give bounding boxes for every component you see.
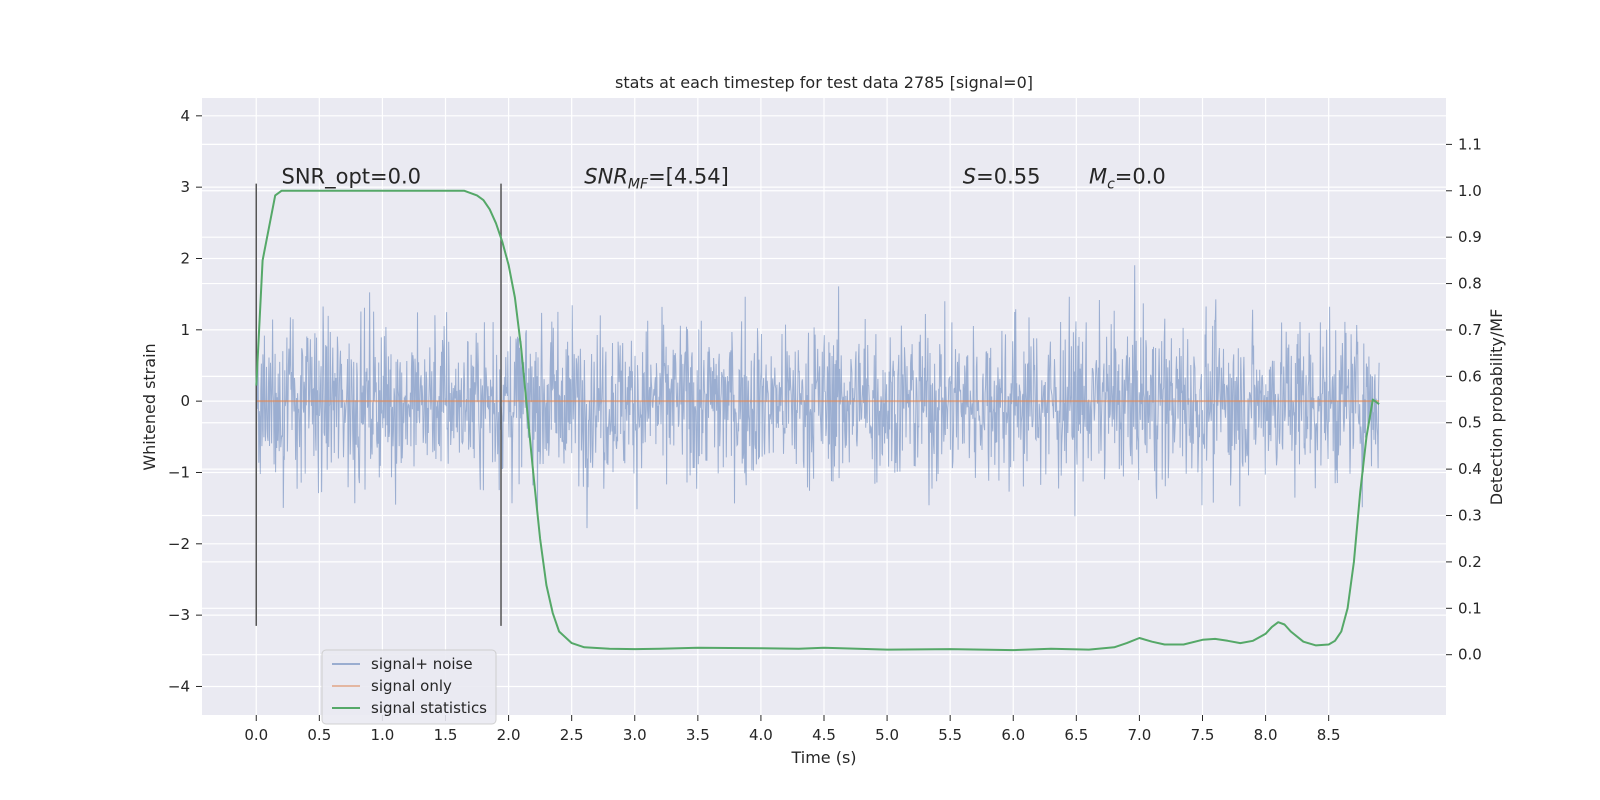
y-right-tick-label: 0.4: [1458, 460, 1482, 478]
y-right-tick-label: 0.9: [1458, 228, 1482, 246]
x-tick-label: 0.5: [307, 726, 331, 744]
x-tick-label: 4.5: [812, 726, 836, 744]
y-tick-label: −2: [168, 535, 190, 553]
legend: signal+ noise signal only signal statist…: [321, 649, 497, 725]
x-tick-label: 3.5: [686, 726, 710, 744]
x-tick-label: 0.0: [244, 726, 268, 744]
x-axis-ticks: 0.0 0.5 1.0 1.5 2.0 2.5 3.0 3.5 4.0 4.5 5.0 5.5 6.0 6…: [244, 715, 1341, 744]
y-right-axis-ticks: 1.1 1.0 0.9 0.8 0.7 0.6 0.5 0.4 0.3 0.2 0.1 0.0: [1446, 135, 1482, 664]
x-axis-label: Time (s): [790, 748, 856, 767]
legend-label-signal-only: signal only: [371, 677, 452, 695]
signal-noise-line: [255, 265, 1380, 529]
annotation-snr-mf: SNRMF=[4.54]: [584, 165, 729, 193]
y-right-tick-label: 1.1: [1458, 135, 1482, 153]
y-tick-label: 4: [180, 107, 190, 125]
x-tick-label: 5.5: [938, 726, 962, 744]
y-right-tick-label: 0.2: [1458, 553, 1482, 571]
x-tick-label: 7.5: [1191, 726, 1215, 744]
vertical-markers: [255, 183, 502, 626]
x-tick-label: 8.0: [1254, 726, 1278, 744]
x-tick-label: 1.0: [370, 726, 394, 744]
signal-statistics-line: [255, 189, 1380, 652]
x-tick-label: 6.0: [1001, 726, 1025, 744]
y-axis-label: Whitened strain: [140, 343, 159, 470]
y-right-tick-label: 0.8: [1458, 275, 1482, 293]
y-right-tick-label: 0.6: [1458, 367, 1482, 385]
annotation-snr-opt: SNR_opt=0.0: [281, 165, 421, 190]
y-tick-label: 1: [180, 321, 190, 339]
annotations: SNR_opt=0.0 SNRMF=[4.54] S=0.55 Mc=0.0: [281, 165, 1165, 193]
y-right-tick-label: 0.1: [1458, 599, 1482, 617]
y-right-tick-label: 0.5: [1458, 414, 1482, 432]
signal-statistics-series: [255, 189, 1380, 652]
annotation-mc-value: Mc=0.0: [1089, 165, 1166, 193]
x-tick-label: 2.0: [497, 726, 521, 744]
x-tick-label: 3.0: [623, 726, 647, 744]
y-axis-ticks: 4 3 2 1 0 −1 −2 −3 −4: [168, 107, 202, 695]
signal-noise-series: [255, 265, 1380, 529]
x-tick-label: 7.0: [1127, 726, 1151, 744]
chart-title: stats at each timestep for test data 278…: [615, 73, 1033, 92]
y-right-tick-label: 0.3: [1458, 507, 1482, 525]
x-tick-label: 6.5: [1064, 726, 1088, 744]
y-tick-label: −4: [168, 677, 190, 695]
legend-box: [321, 649, 497, 725]
x-tick-label: 1.5: [434, 726, 458, 744]
y-tick-label: 0: [180, 392, 190, 410]
y-tick-label: −3: [168, 606, 190, 624]
y-right-axis-label: Detection probability/MF: [1487, 309, 1506, 506]
x-tick-label: 8.5: [1317, 726, 1341, 744]
x-tick-label: 4.0: [749, 726, 773, 744]
y-tick-label: 2: [180, 249, 190, 267]
y-right-tick-label: 1.0: [1458, 182, 1482, 200]
x-tick-label: 5.0: [875, 726, 899, 744]
x-tick-label: 2.5: [560, 726, 584, 744]
y-tick-label: −1: [168, 463, 190, 481]
legend-label-signal-noise: signal+ noise: [371, 655, 473, 673]
y-tick-label: 3: [180, 178, 190, 196]
annotation-s-value: S=0.55: [963, 165, 1041, 189]
y-right-tick-label: 0.0: [1458, 646, 1482, 664]
y-right-tick-label: 0.7: [1458, 321, 1482, 339]
legend-label-signal-statistics: signal statistics: [371, 699, 487, 717]
